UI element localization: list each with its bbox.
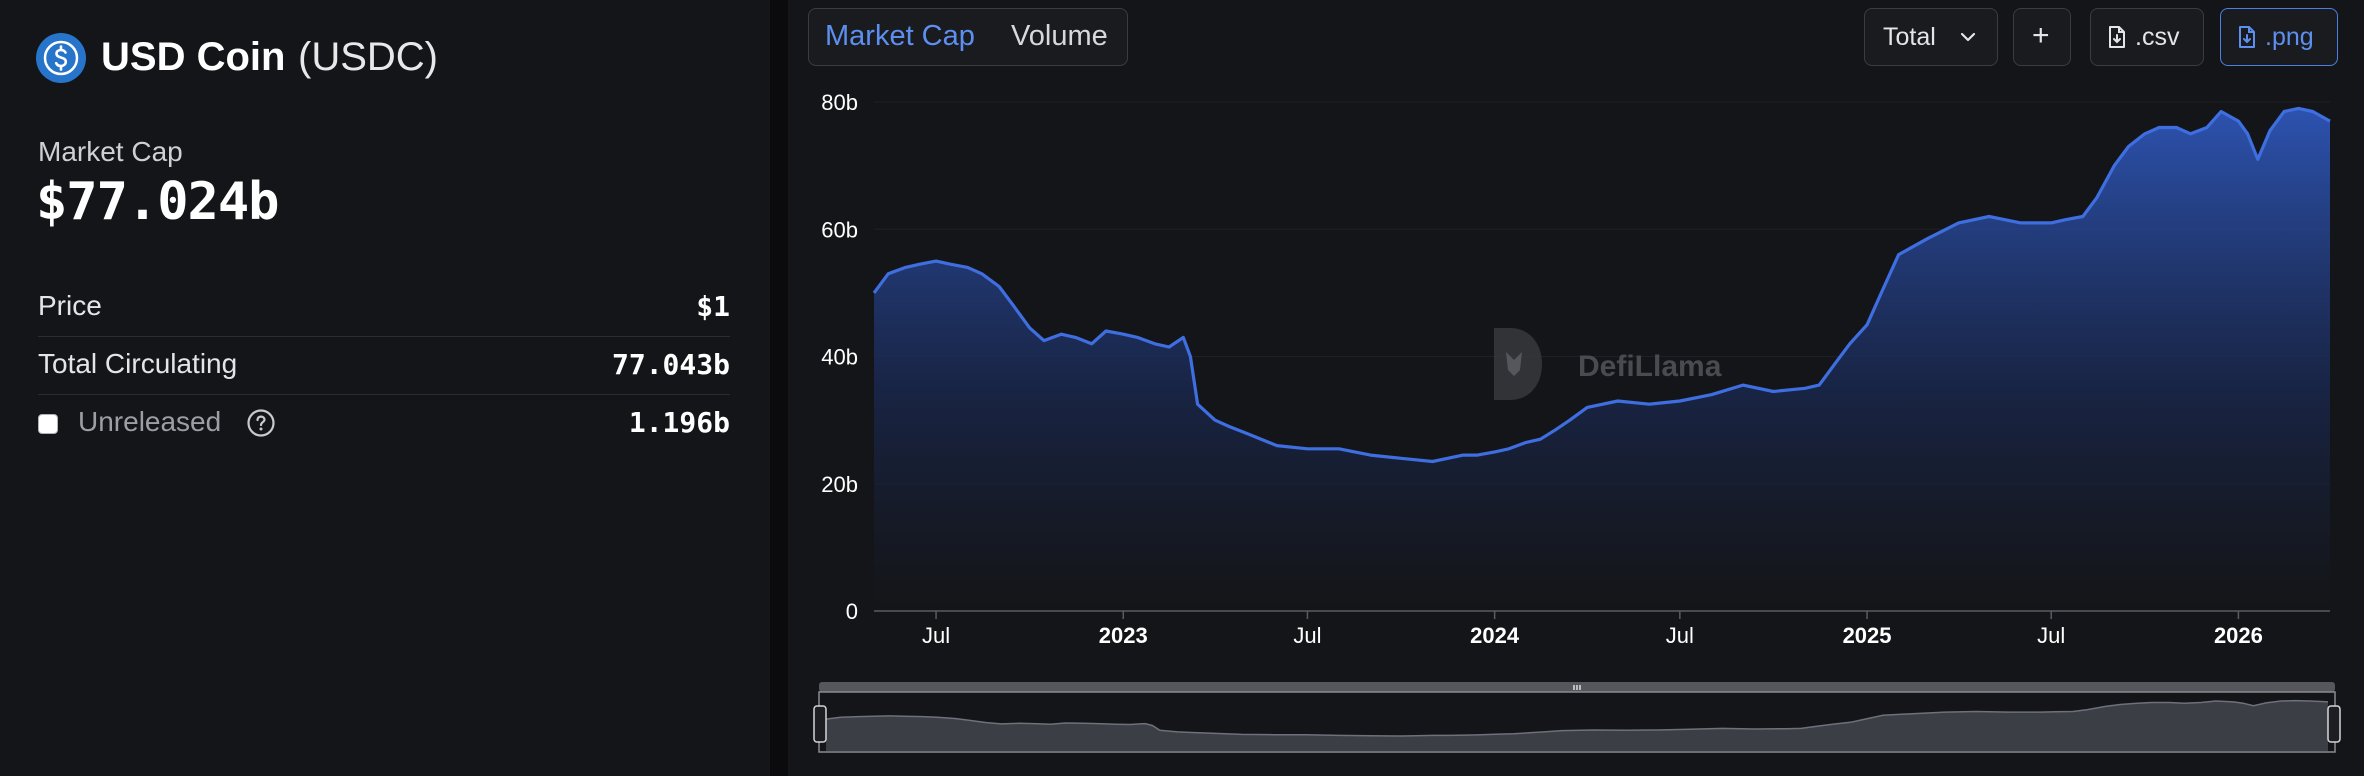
- file-download-icon: [2109, 26, 2125, 48]
- series-line: [872, 106, 2331, 464]
- total-dropdown[interactable]: Total: [1864, 8, 1998, 66]
- total-circulating-label: Total Circulating: [38, 348, 238, 379]
- x-tick-label: Jul: [922, 623, 950, 648]
- usdc-logo-icon: [36, 33, 86, 83]
- y-tick-label: 40b: [821, 345, 858, 370]
- defillama-watermark: DefiLlama: [1494, 328, 1722, 400]
- slider-right-handle[interactable]: [2327, 705, 2341, 743]
- coin-name: USD Coin: [101, 35, 286, 79]
- market-cap-label: Market Cap: [38, 136, 183, 167]
- market-cap-chart[interactable]: DefiLlama 0 20b 40b 60b 80b Jul 2023 Jul 2024 Ju…: [788, 70, 2364, 776]
- download-png-button[interactable]: .png: [2220, 8, 2338, 66]
- x-tick-label: 2026: [2214, 623, 2263, 648]
- total-dropdown-label: Total: [1883, 23, 1936, 51]
- x-tick-label: Jul: [1666, 623, 1694, 648]
- watermark-text: DefiLlama: [1578, 350, 1722, 383]
- chart-tabs: Market Cap Volume: [808, 8, 1128, 66]
- y-tick-label: 20b: [821, 472, 858, 497]
- x-tick-label: 2023: [1099, 623, 1148, 648]
- png-label: .png: [2265, 23, 2314, 51]
- plus-icon: +: [2032, 19, 2050, 52]
- unreleased-label: Unreleased: [78, 406, 222, 437]
- file-download-icon: [2239, 26, 2255, 48]
- slider-preview-line: [825, 699, 2329, 737]
- coin-symbol: (USDC): [298, 35, 438, 79]
- unreleased-value: 1.196b: [628, 406, 730, 439]
- help-icon[interactable]: [246, 408, 276, 438]
- panel-divider: [770, 0, 788, 776]
- market-cap-value: $77.024b: [36, 172, 279, 232]
- csv-label: .csv: [2135, 23, 2180, 51]
- tab-volume[interactable]: Volume: [1011, 20, 1108, 52]
- series-area: [874, 108, 2330, 612]
- y-tick-label: 0: [846, 599, 858, 624]
- price-label: Price: [38, 290, 102, 321]
- x-tick-label: 2025: [1843, 623, 1892, 648]
- slider-grip-icon: [1573, 685, 1581, 690]
- total-circulating-row: Total Circulating 77.043b: [38, 336, 730, 395]
- y-tick-label: 60b: [821, 217, 858, 242]
- unreleased-row: Unreleased 1.196b: [38, 394, 730, 452]
- price-value: $1: [696, 290, 730, 323]
- unreleased-checkbox[interactable]: [38, 414, 58, 434]
- total-circulating-value: 77.043b: [611, 348, 730, 381]
- price-row: Price $1: [38, 278, 730, 337]
- tab-market-cap[interactable]: Market Cap: [825, 20, 975, 52]
- chevron-down-icon: [1960, 32, 1976, 42]
- x-tick-label: Jul: [1293, 623, 1321, 648]
- download-csv-button[interactable]: .csv: [2090, 8, 2204, 66]
- add-button[interactable]: +: [2013, 8, 2071, 66]
- slider-preview-area: [826, 700, 2328, 751]
- x-tick-label: 2024: [1470, 623, 1520, 648]
- y-tick-label: 80b: [821, 90, 858, 115]
- coin-panel: [0, 0, 770, 776]
- x-tick-label: Jul: [2037, 623, 2065, 648]
- slider-left-handle[interactable]: [813, 705, 827, 743]
- range-slider[interactable]: [813, 682, 2341, 753]
